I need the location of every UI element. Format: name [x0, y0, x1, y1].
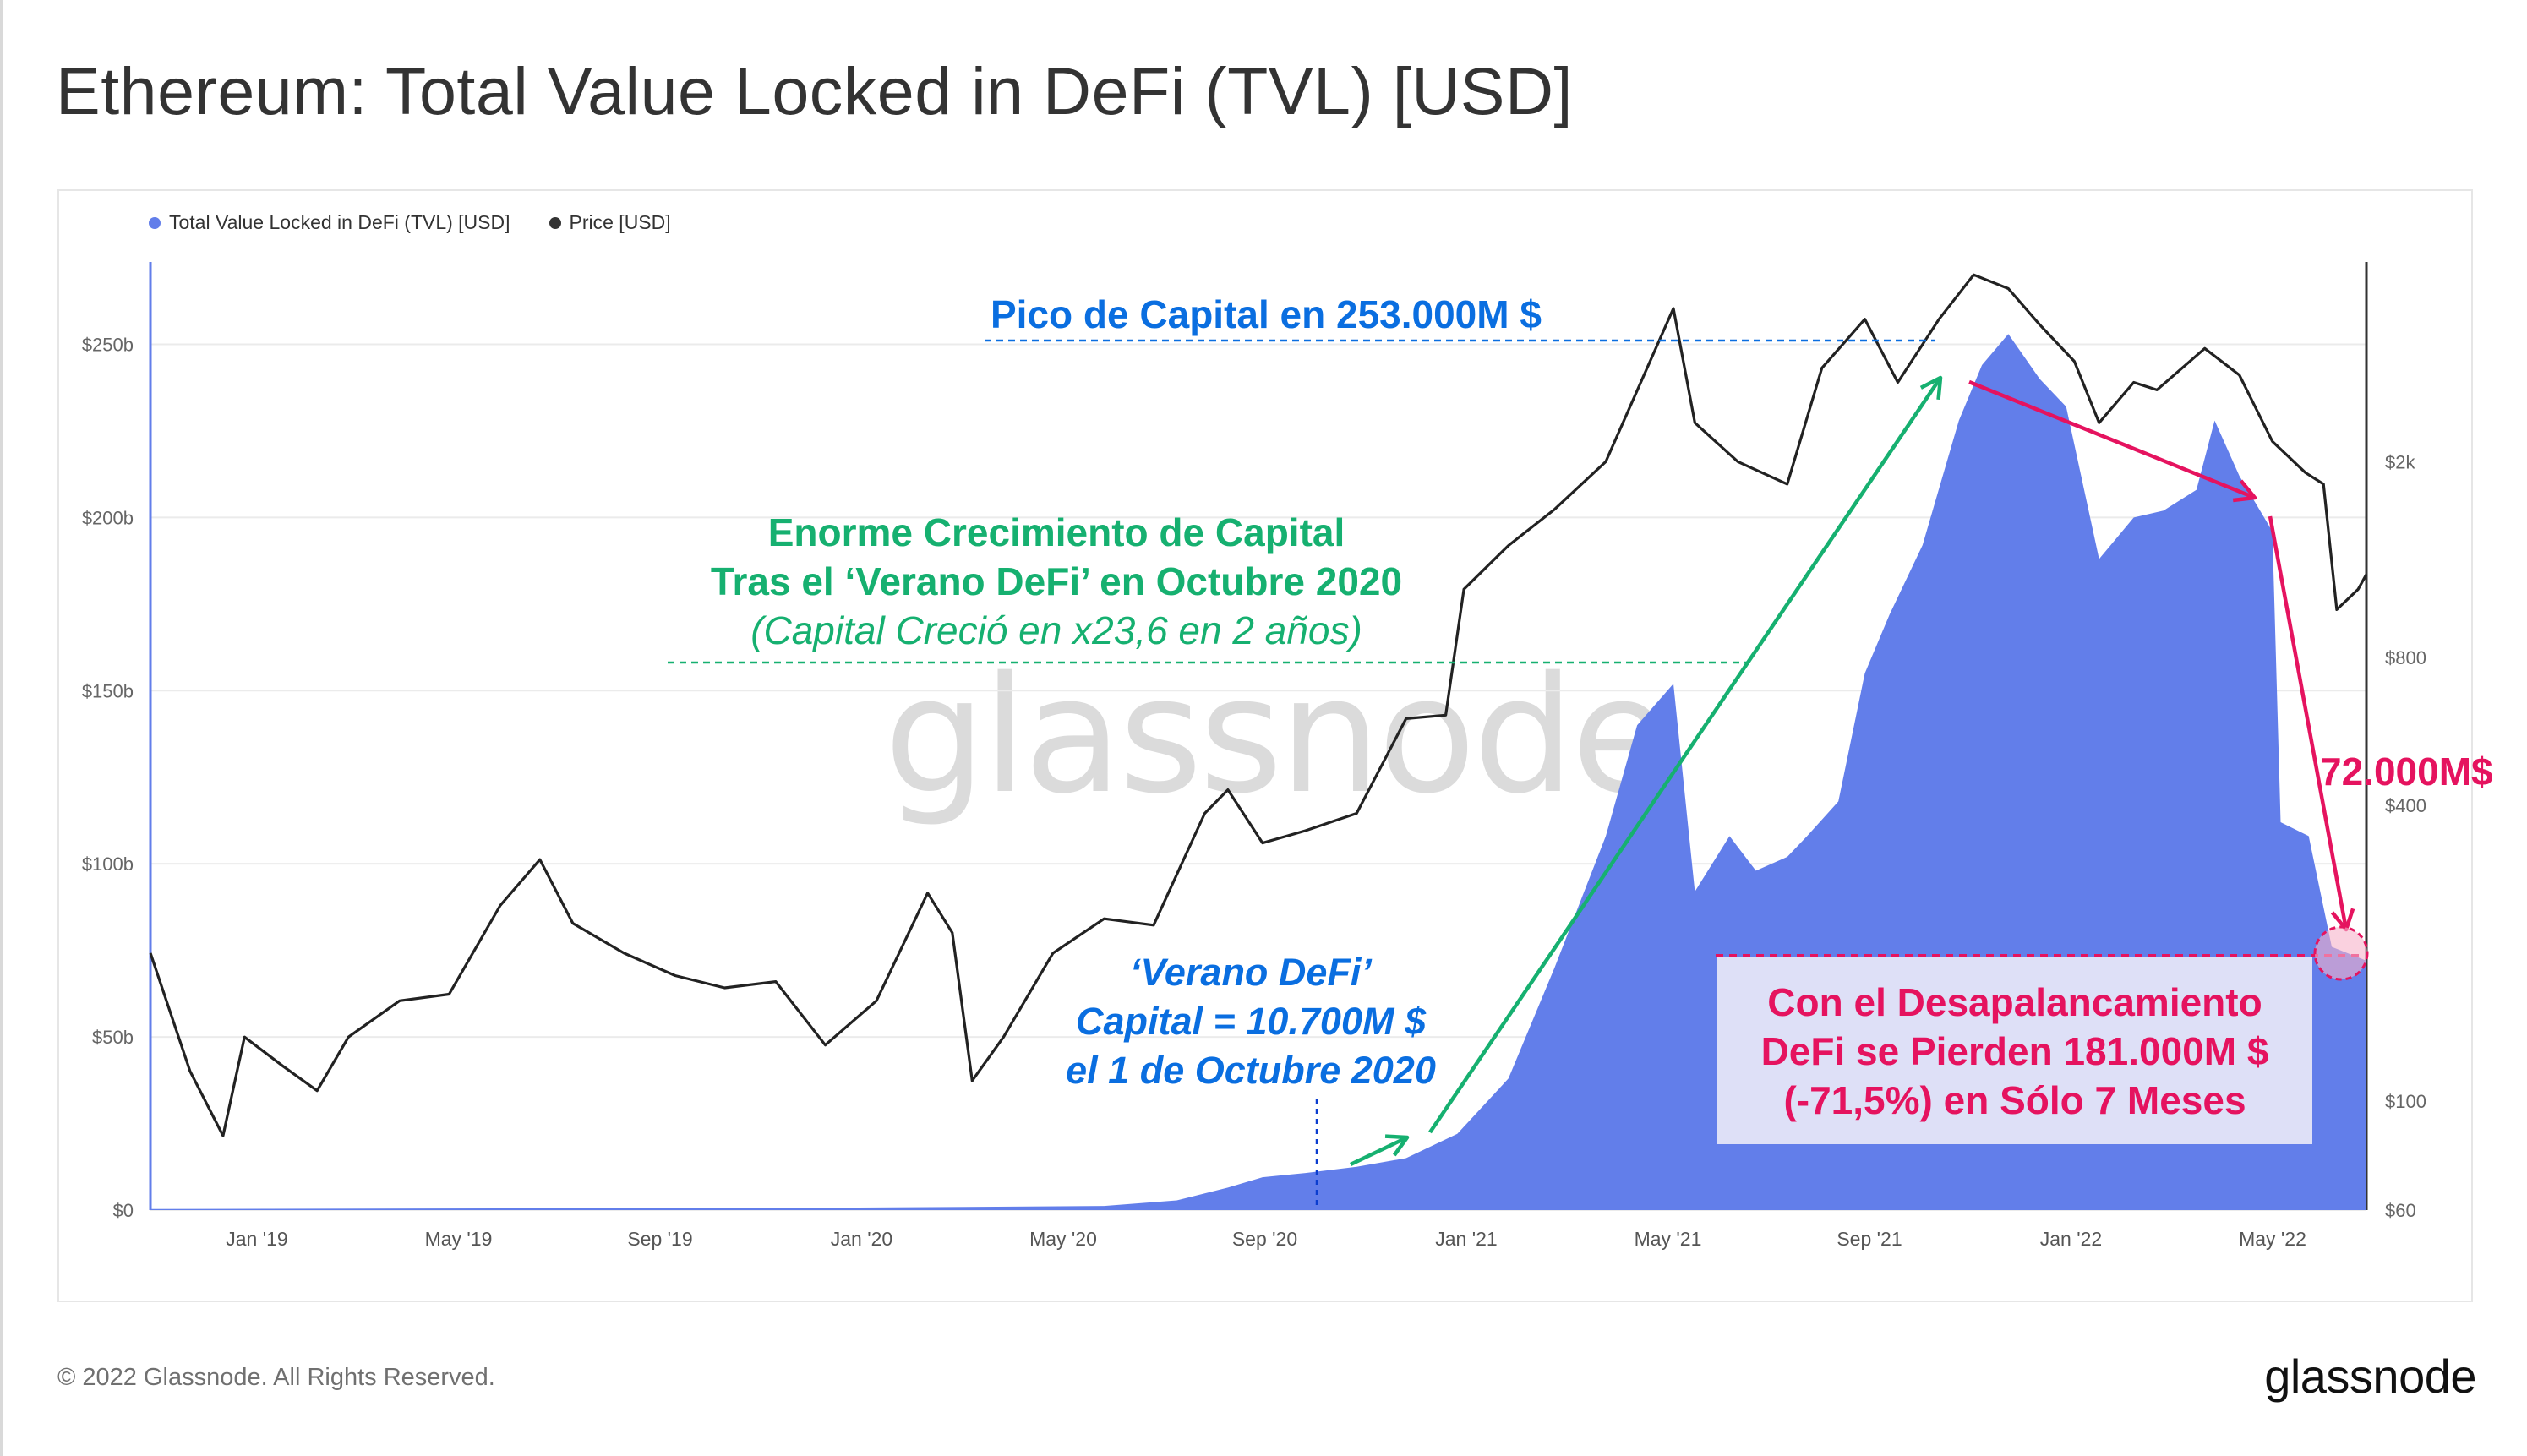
x-tick: Jan '19 [226, 1228, 287, 1250]
defi-summer-annotation: ‘Verano DeFi’ Capital = 10.700M $ el 1 d… [1014, 948, 1487, 1095]
y-tick-right: $800 [2385, 647, 2426, 668]
x-tick: May '22 [2239, 1228, 2306, 1250]
y-tick-left: $0 [113, 1200, 134, 1221]
summer-arrow-head [1384, 1134, 1410, 1157]
x-tick: Sep '21 [1837, 1228, 1902, 1250]
x-tick: Jan '21 [1435, 1228, 1497, 1250]
y-tick-right: $2k [2385, 451, 2415, 472]
footer-logo[interactable]: glassnode [2264, 1350, 2476, 1403]
page-title: Ethereum: Total Value Locked in DeFi (TV… [56, 53, 1573, 128]
loss-annotation-box: Con el Desapalancamiento DeFi se Pierden… [1717, 957, 2312, 1144]
current-value-annotation: 72.000M$ [2320, 750, 2493, 793]
decline-arrow-1 [1968, 379, 2256, 500]
legend-label-price: Price [USD] [569, 211, 671, 233]
decline-arrow-2 [2268, 515, 2349, 930]
peak-annotation: Pico de Capital en 253.000M $ [991, 292, 1542, 336]
y-tick-left: $250b [82, 334, 134, 355]
y-tick-left: $150b [82, 680, 134, 701]
x-tick: Jan '20 [831, 1228, 892, 1250]
growth-annotation: Enorme Crecimiento de Capital Tras el ‘V… [668, 510, 1445, 653]
price-line [149, 273, 2368, 1137]
footer-copyright: © 2022 Glassnode. All Rights Reserved. [57, 1364, 495, 1391]
y-tick-left: $50b [92, 1027, 134, 1048]
x-tick: May '21 [1635, 1228, 1702, 1250]
growth-line-2: Tras el ‘Verano DeFi’ en Octubre 2020 [710, 559, 1403, 603]
summer-line-2: Capital = 10.700M $ [1076, 1000, 1426, 1043]
y-tick-right: $60 [2385, 1200, 2416, 1221]
legend-item-price[interactable]: Price [USD] [549, 211, 671, 234]
legend-item-tvl[interactable]: Total Value Locked in DeFi (TVL) [USD] [149, 211, 510, 234]
y-tick-right: $400 [2385, 795, 2426, 816]
loss-line-1: Con el Desapalancamiento [1767, 980, 2262, 1024]
summer-line-3: el 1 de Octubre 2020 [1066, 1049, 1436, 1092]
page-left-border [0, 0, 3, 1456]
x-tick: Jan '22 [2040, 1228, 2102, 1250]
y-tick-right: $100 [2385, 1091, 2426, 1112]
chart-legend: Total Value Locked in DeFi (TVL) [USD] P… [149, 211, 671, 234]
watermark-logo: glassnode [884, 642, 1670, 829]
growth-line-3: (Capital Creció en x23,6 en 2 años) [750, 608, 1362, 652]
growth-line-1: Enorme Crecimiento de Capital [767, 510, 1345, 554]
x-tick: Sep '20 [1232, 1228, 1297, 1250]
legend-dot-price [549, 216, 561, 229]
growth-arrow [1428, 376, 1942, 1134]
summer-arrow [1350, 1135, 1408, 1167]
summer-line-1: ‘Verano DeFi’ [1130, 951, 1372, 994]
loss-line-2: DeFi se Pierden 181.000M $ [1760, 1029, 2269, 1073]
end-marker-circle [2313, 925, 2369, 981]
x-tick: May '20 [1029, 1228, 1097, 1250]
y-tick-left: $100b [82, 853, 134, 875]
x-tick: Sep '19 [627, 1228, 692, 1250]
decline-arrow-1-head [2232, 479, 2257, 503]
loss-line-3: (-71,5%) en Sólo 7 Meses [1783, 1078, 2246, 1122]
growth-arrow-head [1919, 375, 1943, 401]
legend-dot-tvl [149, 216, 161, 229]
legend-label-tvl: Total Value Locked in DeFi (TVL) [USD] [169, 211, 510, 233]
y-tick-left: $200b [82, 507, 134, 528]
x-tick: May '19 [425, 1228, 493, 1250]
